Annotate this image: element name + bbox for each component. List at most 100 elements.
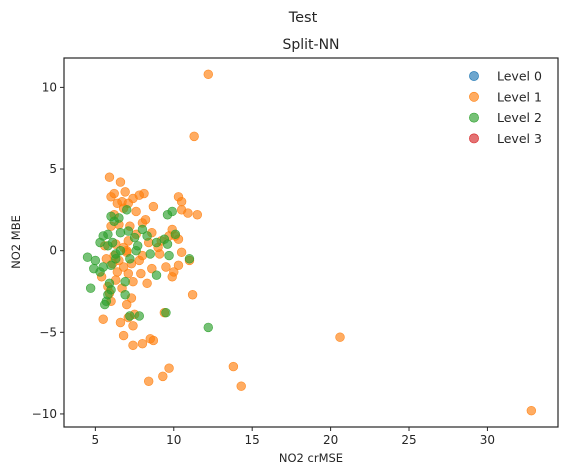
legend-marker-level-2: [469, 112, 479, 123]
point-level-1: [134, 255, 144, 266]
point-level-1: [228, 361, 239, 372]
point-level-1: [115, 177, 126, 187]
point-level-2: [142, 231, 152, 241]
point-level-1: [112, 198, 123, 209]
legend-marker-level-3: [469, 133, 479, 144]
point-level-1: [148, 201, 159, 212]
legend-label-level-1: Level 1: [497, 89, 542, 104]
point-level-1: [128, 276, 138, 287]
y-axis-ticks: −10 −5 0 5 10: [32, 80, 64, 421]
point-level-1: [147, 263, 157, 274]
x-axis-label: NO2 crMSE: [279, 451, 343, 465]
point-level-2: [151, 237, 162, 248]
point-level-2: [134, 311, 144, 321]
legend-marker-level-0: [469, 71, 479, 81]
y-tick-label: −5: [39, 325, 57, 339]
point-level-2: [123, 226, 133, 236]
x-axis-ticks: 5 10 15 20 25 30: [92, 427, 495, 447]
point-level-1: [203, 69, 213, 80]
point-level-1: [526, 405, 537, 416]
point-level-2: [115, 228, 126, 238]
point-level-1: [161, 262, 171, 272]
y-tick-label: −10: [32, 407, 57, 421]
point-level-1: [104, 172, 115, 182]
point-level-2: [203, 322, 213, 333]
point-level-1: [128, 321, 138, 331]
point-level-2: [103, 241, 113, 251]
point-level-1: [143, 376, 154, 386]
point-level-2: [129, 232, 140, 243]
point-level-2: [170, 229, 181, 240]
point-level-1: [118, 262, 129, 272]
x-tick-label: 30: [480, 433, 495, 447]
point-level-2: [164, 250, 174, 261]
point-level-2: [120, 276, 130, 287]
point-level-1: [106, 192, 116, 202]
points-layer: [82, 69, 537, 416]
point-level-1: [101, 254, 112, 264]
point-level-1: [137, 339, 148, 349]
point-level-1: [118, 330, 129, 341]
point-level-2: [95, 237, 105, 248]
y-tick-label: 5: [49, 162, 57, 176]
point-level-1: [142, 278, 152, 289]
legend-marker-level-1: [469, 91, 479, 102]
chart-title: Split-NN: [282, 37, 339, 53]
point-level-1: [173, 260, 184, 271]
point-level-1: [148, 335, 159, 346]
point-level-2: [162, 210, 173, 220]
point-level-2: [122, 205, 132, 215]
x-tick-label: 20: [323, 433, 338, 447]
y-tick-label: 0: [49, 244, 57, 258]
point-level-2: [145, 249, 155, 259]
point-level-1: [128, 340, 138, 351]
legend: Level 0 Level 1 Level 2 Level 3: [469, 69, 542, 146]
point-level-1: [158, 371, 168, 382]
x-tick-label: 5: [92, 433, 100, 447]
point-level-2: [137, 224, 148, 235]
point-level-1: [335, 332, 345, 342]
point-level-1: [183, 208, 193, 218]
point-level-1: [115, 317, 126, 328]
point-level-1: [167, 272, 177, 282]
point-level-1: [136, 268, 146, 279]
x-tick-label: 25: [401, 433, 416, 447]
y-tick-label: 10: [42, 80, 57, 94]
x-tick-label: 15: [245, 433, 260, 447]
point-level-2: [131, 245, 141, 256]
point-level-1: [122, 299, 132, 310]
point-level-2: [90, 255, 101, 266]
point-level-2: [120, 290, 130, 300]
point-level-1: [189, 131, 199, 142]
point-level-1: [131, 206, 141, 217]
point-level-1: [112, 267, 123, 277]
point-level-2: [85, 283, 96, 293]
plot-area-frame: [63, 57, 559, 428]
point-level-1: [176, 196, 187, 207]
point-level-2: [161, 308, 171, 318]
figure-suptitle: Test: [288, 10, 318, 26]
point-level-1: [187, 290, 198, 300]
point-level-1: [176, 247, 187, 257]
point-level-2: [184, 254, 195, 264]
point-level-1: [123, 268, 133, 279]
point-level-2: [100, 299, 110, 310]
point-level-2: [162, 239, 173, 249]
legend-label-level-2: Level 2: [497, 110, 542, 125]
point-level-2: [82, 252, 93, 262]
point-level-1: [164, 363, 174, 373]
point-level-2: [109, 216, 119, 226]
point-level-2: [125, 254, 135, 264]
point-level-2: [95, 267, 105, 277]
x-tick-label: 10: [166, 433, 181, 447]
point-level-1: [120, 187, 130, 197]
point-level-2: [151, 270, 162, 280]
point-level-2: [125, 311, 135, 321]
legend-label-level-0: Level 0: [497, 69, 542, 84]
legend-label-level-3: Level 3: [497, 131, 542, 146]
point-level-2: [106, 260, 116, 271]
point-level-1: [236, 381, 246, 391]
point-level-1: [192, 210, 203, 220]
point-level-1: [98, 314, 108, 324]
